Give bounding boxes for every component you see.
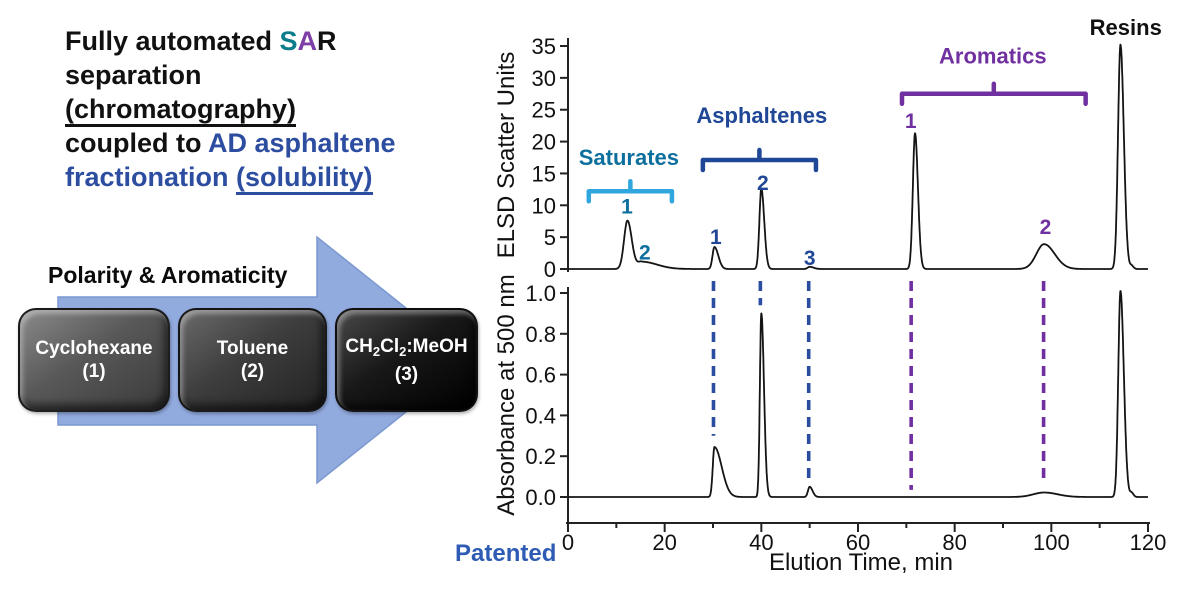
- peak-label: 1: [710, 226, 722, 249]
- x-tick-label: 0: [562, 530, 574, 555]
- title-block: Fully automated SAR separation (chromatogr…: [65, 24, 396, 195]
- patented-label: Patented: [455, 540, 557, 567]
- x-tick-label: 20: [652, 530, 676, 555]
- title-segment: fractionation: [65, 162, 237, 192]
- elsd-curve: [567, 43, 1149, 270]
- region-label-resins: Resins: [1090, 15, 1162, 40]
- solvent-box-3: CH2Cl2:MeOH (3): [335, 308, 478, 412]
- title-line: fractionation (solubility): [65, 160, 396, 195]
- title-segment: Fully automated: [65, 26, 280, 56]
- polarity-label: Polarity & Aromaticity: [48, 262, 288, 288]
- peak-label: 2: [757, 172, 769, 195]
- title-segment: R: [317, 26, 337, 56]
- region-bracket-asphaltenes: [700, 147, 819, 173]
- x-tick-label: 100: [1033, 530, 1070, 555]
- y-tick-label: 30: [532, 66, 556, 91]
- title-line: Fully automated SAR: [65, 24, 396, 58]
- y-tick-label: 0.6: [525, 363, 556, 388]
- x-tick-label: 40: [749, 530, 773, 555]
- region-bracket-aromatics: [899, 81, 1088, 107]
- peak-label: 1: [621, 196, 633, 219]
- y-tick-label: 0.4: [525, 403, 556, 428]
- x-tick-label: 120: [1130, 530, 1167, 555]
- y-tick-label: 0.0: [525, 485, 556, 510]
- title-segment: A: [297, 26, 318, 56]
- solvent-number: (3): [394, 363, 419, 385]
- peak-label: 3: [804, 247, 816, 270]
- y-tick-label: 25: [532, 98, 556, 123]
- title-segment: AD asphaltene: [208, 128, 396, 158]
- solvent-box-2: Toluene (2): [178, 308, 327, 412]
- peak-label: 2: [1040, 216, 1052, 239]
- x-tick-label: 60: [846, 530, 870, 555]
- solvent-number: (2): [240, 361, 265, 382]
- title-line: coupled to AD asphaltene: [65, 126, 396, 160]
- title-segment: separation: [65, 60, 202, 90]
- y-tick-label: 0.2: [525, 444, 556, 469]
- title-line: (chromatography): [65, 92, 396, 127]
- peak-label: 2: [639, 241, 651, 264]
- x-tick-label: 80: [942, 530, 966, 555]
- title-segment: (chromatography): [65, 94, 297, 127]
- solvent-name: Toluene: [216, 338, 289, 359]
- x-axis-title: Elution Time, min: [769, 549, 953, 576]
- solvent-name: Cyclohexane: [35, 338, 153, 359]
- y-tick-label: 20: [532, 130, 556, 155]
- title-segment: (solubility): [236, 162, 373, 195]
- title-line: separation: [65, 58, 396, 92]
- y-tick-label: 0: [544, 257, 556, 282]
- absorbance-curve: [567, 290, 1149, 498]
- elsd-axis-title: ELSD Scatter Units: [493, 52, 520, 259]
- region-bracket-saturates: [586, 179, 675, 204]
- region-label-aromatics: Aromatics: [939, 44, 1047, 69]
- y-tick-label: 0.8: [525, 322, 556, 347]
- y-tick-label: 15: [532, 161, 556, 186]
- y-tick-label: 5: [544, 225, 556, 250]
- y-tick-label: 10: [532, 193, 556, 218]
- region-label-asphaltenes: Asphaltenes: [696, 103, 827, 128]
- region-label-saturates: Saturates: [579, 145, 679, 170]
- title-segment: coupled to: [65, 128, 208, 158]
- title-segment: S: [279, 26, 298, 56]
- absorbance-axis-title: Absorbance at 500 nm: [493, 274, 520, 516]
- solvent-name: CH2Cl2:MeOH: [345, 335, 468, 359]
- peak-label: 1: [905, 110, 917, 133]
- y-tick-label: 1.0: [525, 281, 556, 306]
- solvent-number: (1): [82, 361, 106, 382]
- solvent-box-1: Cyclohexane (1): [18, 308, 170, 412]
- y-tick-label: 35: [532, 34, 556, 59]
